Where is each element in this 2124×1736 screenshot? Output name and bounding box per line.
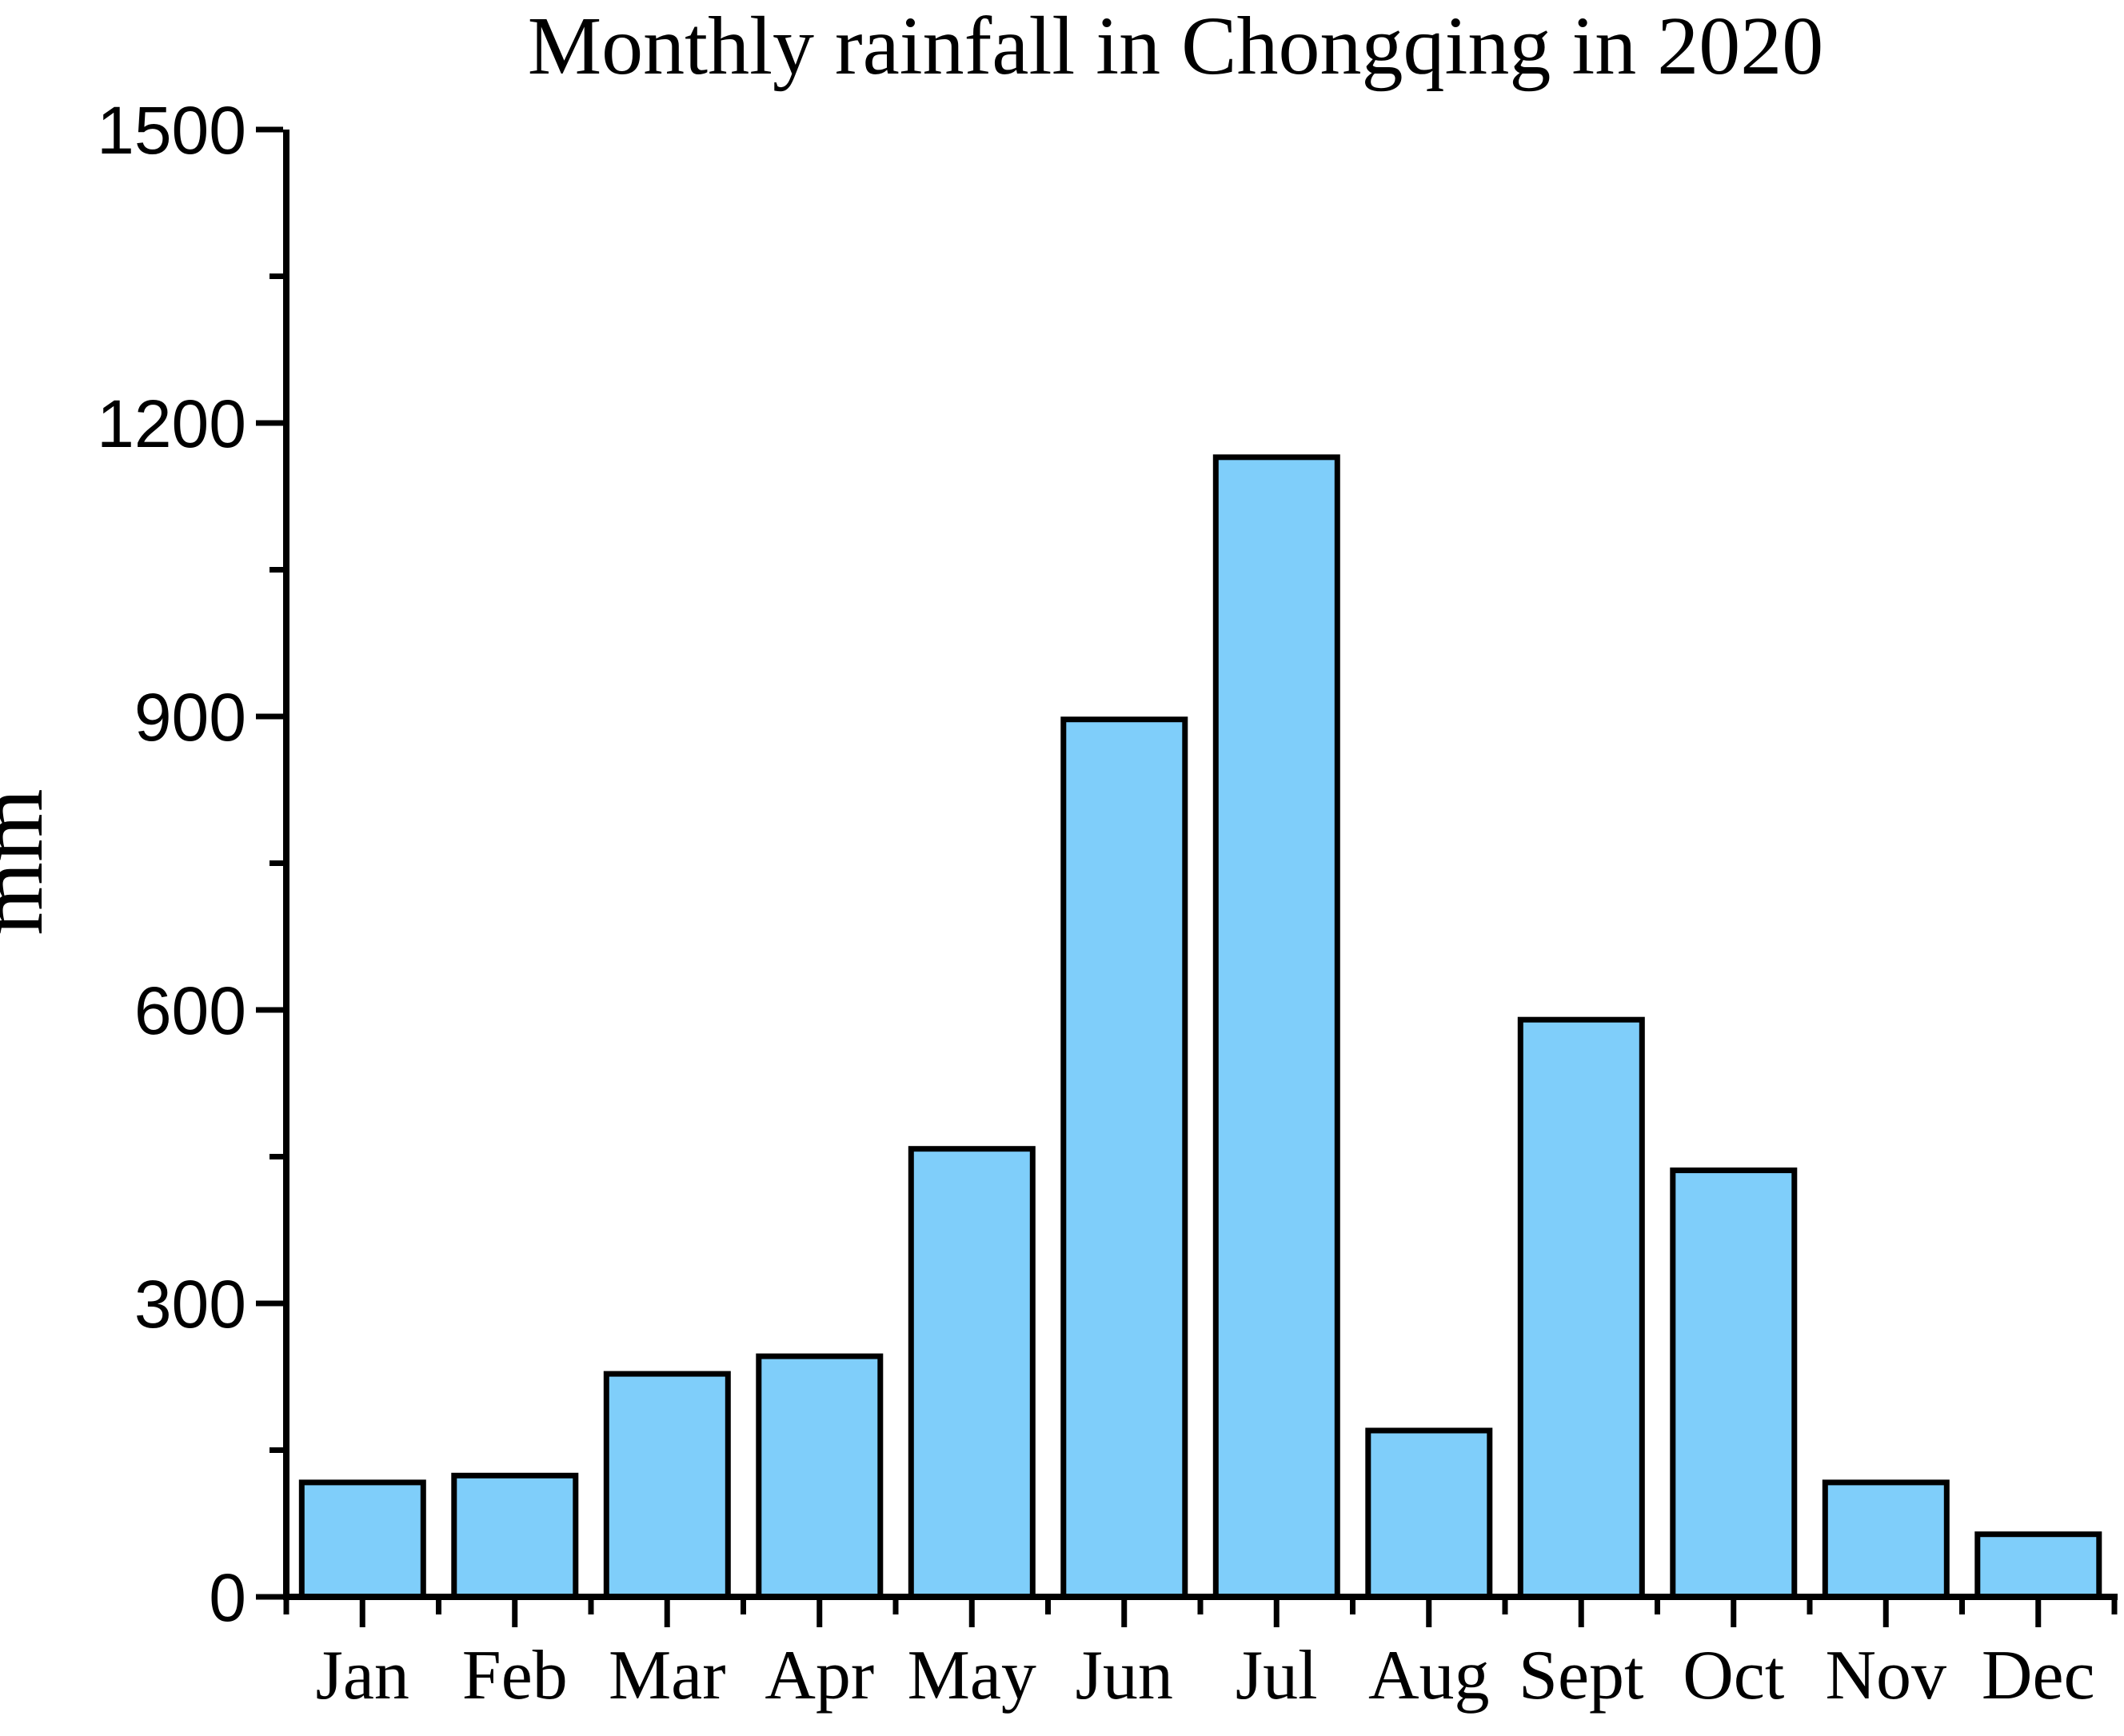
y-tick-label-600: 600 <box>134 973 246 1048</box>
x-tick-label-jan: Jan <box>316 1637 409 1714</box>
bar-feb <box>451 1472 579 1600</box>
x-tick-label-dec: Dec <box>1982 1637 2095 1714</box>
x-tick-labels-group: Jan Feb Mar Apr May Jun Jul Aug Sept Oct Nov Dec <box>316 1637 2095 1714</box>
y-tick-label-300: 300 <box>134 1267 246 1342</box>
axes-group <box>256 126 2118 1627</box>
y-tick-label-900: 900 <box>134 680 246 755</box>
bar-jan <box>298 1479 426 1600</box>
bar-jul <box>1212 454 1340 1600</box>
x-tick-label-oct: Oct <box>1683 1637 1784 1714</box>
y-tick-label-1500: 1500 <box>97 93 246 168</box>
bar-jun <box>1060 716 1188 1600</box>
chart-title: Monthly rainfall in Chongqing in 2020 <box>528 0 1824 92</box>
x-tick-label-jul: Jul <box>1236 1637 1318 1714</box>
x-tick-label-jun: Jun <box>1076 1637 1173 1714</box>
x-tick-label-aug: Aug <box>1368 1637 1490 1714</box>
bar-oct <box>1670 1167 1798 1600</box>
x-tick-label-may: May <box>908 1637 1036 1714</box>
x-tick-label-sept: Sept <box>1519 1637 1643 1714</box>
y-axis-label: mm <box>0 788 62 936</box>
y-tick-labels-group: 0 300 600 900 1200 1500 <box>97 93 246 1635</box>
bar-aug <box>1365 1427 1493 1600</box>
bar-nov <box>1822 1479 1950 1600</box>
x-tick-label-feb: Feb <box>462 1637 568 1714</box>
x-tick-label-nov: Nov <box>1825 1637 1946 1714</box>
bar-sept <box>1517 1016 1645 1600</box>
y-tick-label-0: 0 <box>209 1560 246 1635</box>
y-tick-label-1200: 1200 <box>97 386 246 461</box>
x-tick-label-apr: Apr <box>765 1637 874 1714</box>
bar-may <box>908 1146 1036 1600</box>
bar-apr <box>756 1353 884 1600</box>
bar-dec <box>1974 1531 2102 1600</box>
bar-mar <box>603 1371 731 1600</box>
x-tick-label-mar: Mar <box>609 1637 726 1714</box>
bars-group <box>298 454 2102 1600</box>
